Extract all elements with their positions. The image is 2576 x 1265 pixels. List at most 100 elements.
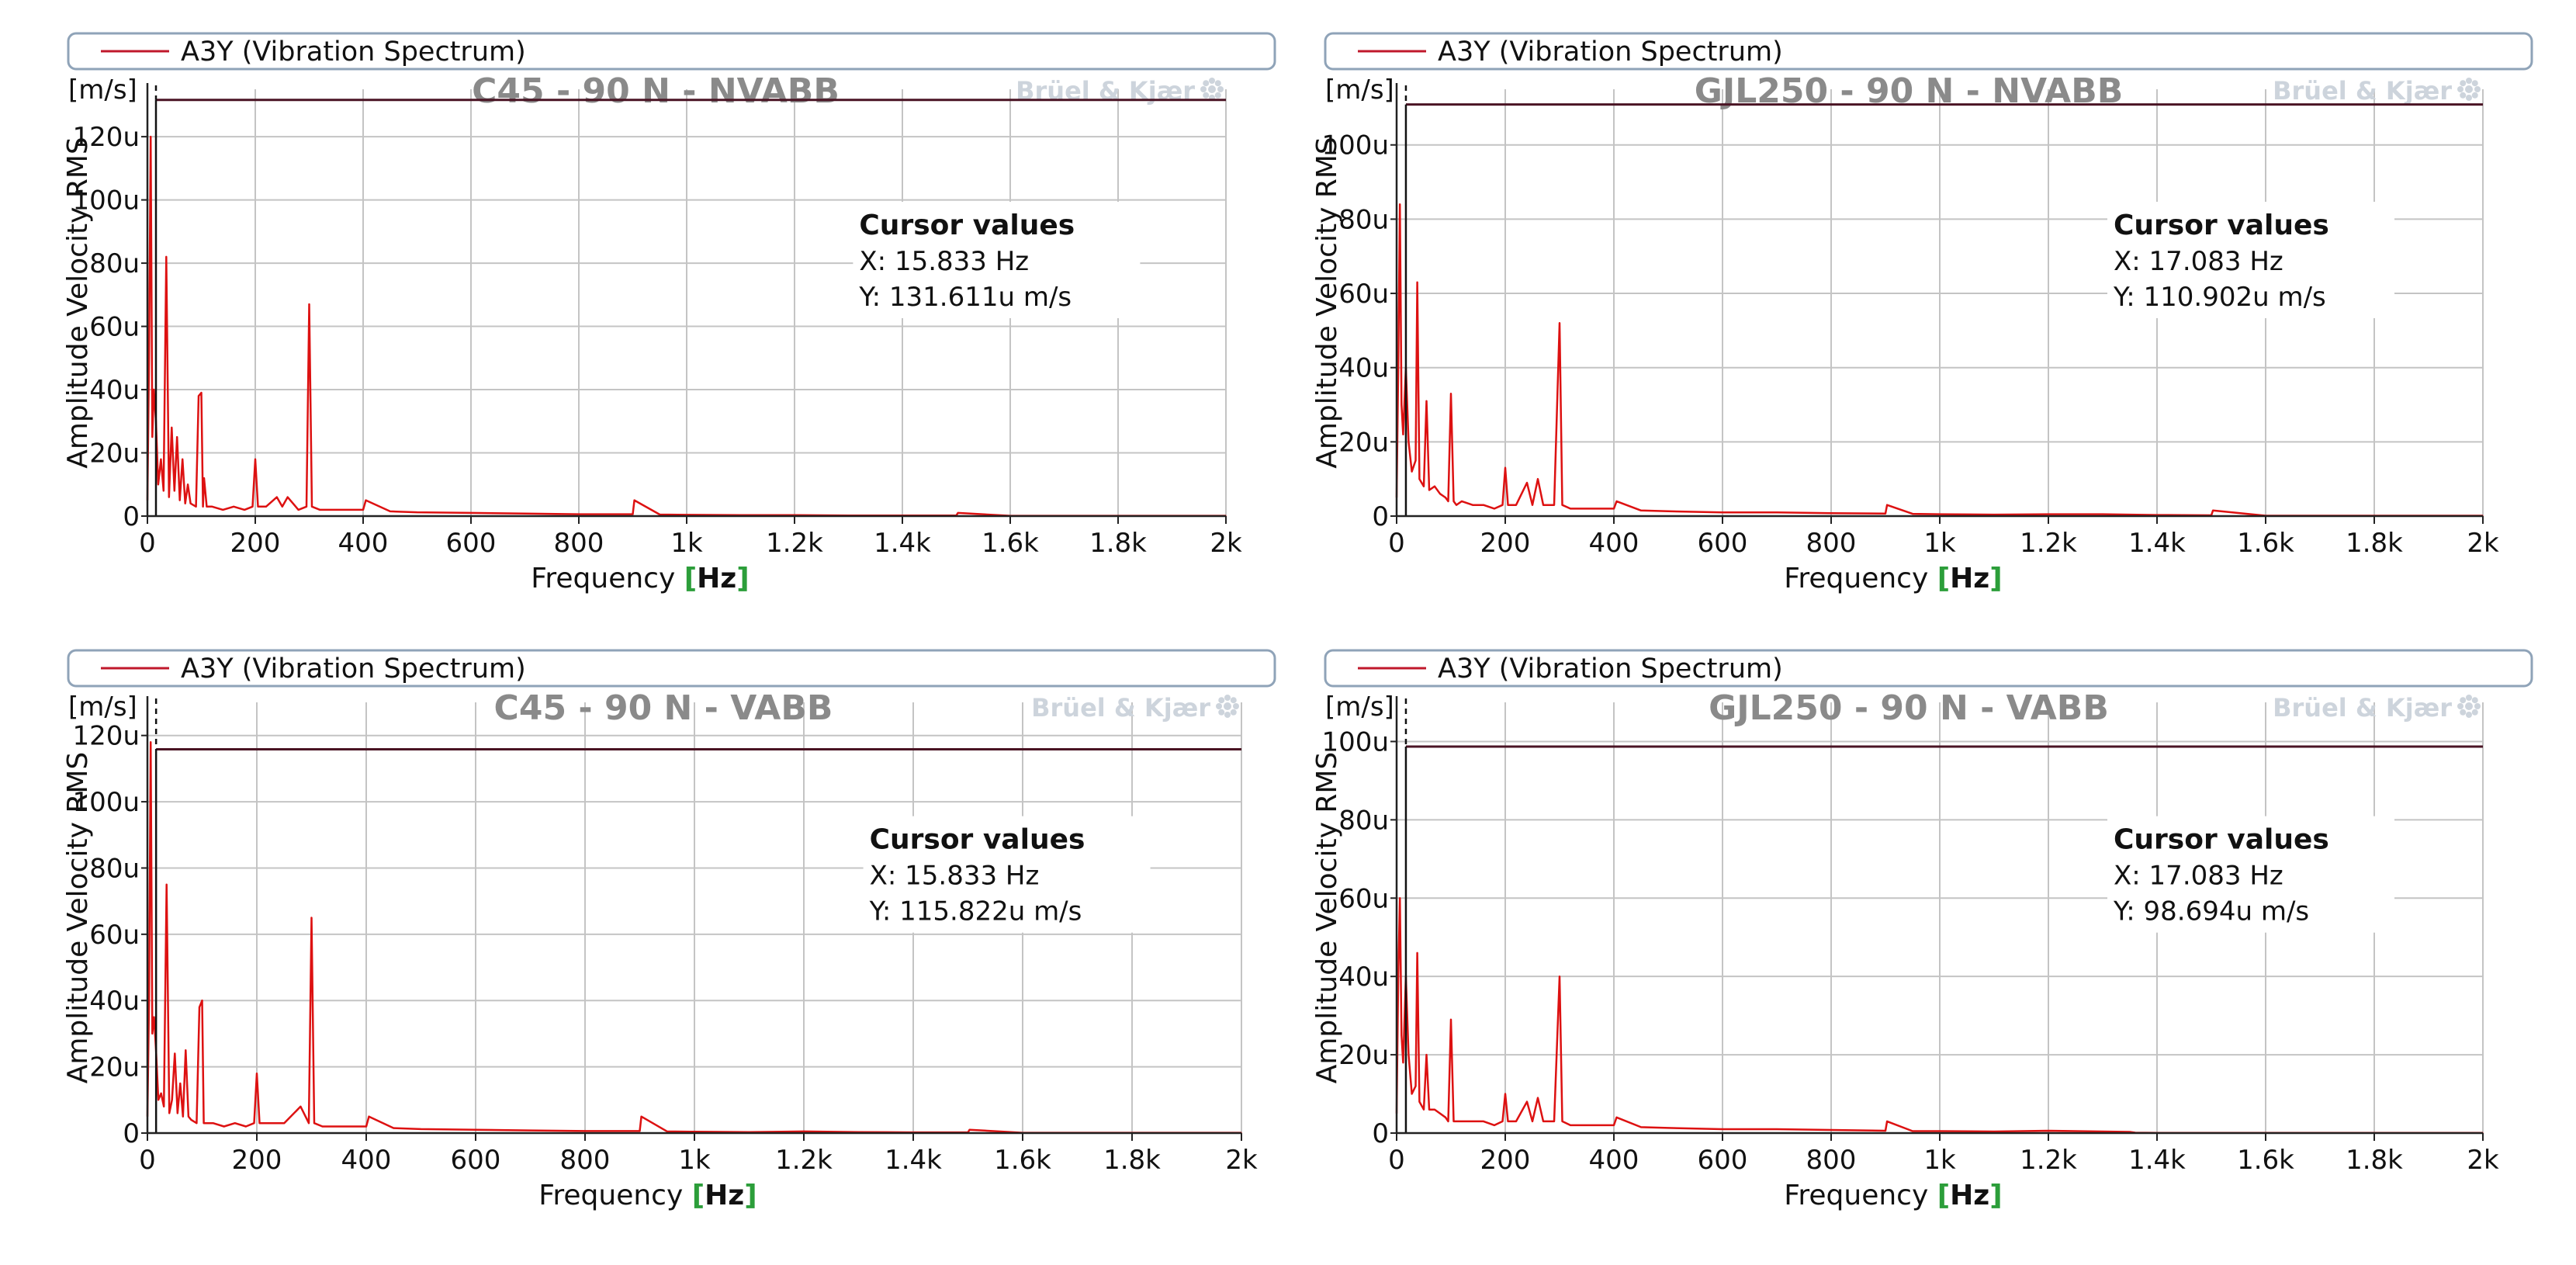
- spectrum-point: [201, 1000, 203, 1001]
- spectrum-point: [584, 1130, 586, 1132]
- spectrum-point: [1640, 1126, 1642, 1128]
- legend-box[interactable]: [1324, 32, 2533, 71]
- legend-label: A3Y (Vibration Spectrum): [1438, 653, 1783, 684]
- spectrum-point: [641, 1116, 642, 1118]
- cursor-y-value: Y: 98.694u m/s: [2113, 896, 2309, 927]
- spectrum-point: [1450, 1019, 1452, 1021]
- brand-logo-center: [1224, 702, 1231, 710]
- x-tick-label: 600: [451, 1145, 501, 1176]
- cursor-values-title: Cursor values: [870, 824, 1085, 856]
- x-axis-title-text: Frequency: [1784, 1180, 1937, 1211]
- spectrum-point: [470, 512, 472, 514]
- spectrum-point: [308, 303, 310, 305]
- spectrum-point: [1939, 1130, 1941, 1132]
- spectrum-point: [1428, 1109, 1430, 1111]
- spectrum-point: [1407, 1054, 1409, 1055]
- brand-logo-dot: [2460, 709, 2467, 716]
- spectrum-point: [206, 506, 208, 508]
- legend[interactable]: A3Y (Vibration Spectrum): [67, 32, 1276, 71]
- x-axis-title: Frequency [Hz]: [538, 1180, 757, 1211]
- y-tick-label: 0: [123, 1118, 140, 1149]
- cursor-values: Cursor values X: 17.083 Hz Y: 110.902u m/s: [2107, 202, 2394, 318]
- x-axis-unit-close: ]: [1989, 563, 2002, 594]
- brand-logo-dot: [2457, 86, 2463, 92]
- x-tick-label: 1.2k: [2020, 528, 2077, 559]
- x-tick-label: 1k: [670, 528, 703, 559]
- cursor-values: Cursor values X: 15.833 Hz Y: 115.822u m/s: [863, 816, 1151, 933]
- cursor-values: Cursor values X: 17.083 Hz Y: 98.694u m/s: [2107, 816, 2394, 933]
- brand-logo-dot: [1209, 78, 1215, 84]
- y-tick-label: 80u: [89, 248, 140, 279]
- spectrum-point: [1434, 1109, 1435, 1111]
- x-tick-label: 800: [1806, 1145, 1857, 1176]
- spectrum-point: [1399, 897, 1401, 899]
- spectrum-point: [179, 500, 181, 501]
- x-axis-unit-close: ]: [736, 563, 749, 594]
- y-tick-label: 20u: [89, 438, 140, 470]
- brand-logo-dot: [2460, 92, 2467, 99]
- spectrum-point: [187, 483, 189, 485]
- brand-logo-dot: [2460, 697, 2467, 704]
- y-tick-label: 60u: [1338, 279, 1389, 310]
- x-tick-label: 200: [1480, 1145, 1531, 1176]
- spectrum-panel-c45-nvabb: A3Y (Vibration Spectrum) [m/s] C45 - 90 N …: [54, 27, 1319, 632]
- spectrum-point: [969, 1129, 971, 1131]
- legend-box[interactable]: [67, 32, 1276, 71]
- brand-logo-dot: [1230, 709, 1237, 716]
- spectrum-point: [298, 509, 299, 511]
- cursor-values-background: [863, 816, 1151, 933]
- legend[interactable]: A3Y (Vibration Spectrum): [1324, 32, 2533, 71]
- spectrum-point: [365, 500, 367, 501]
- legend-label: A3Y (Vibration Spectrum): [181, 36, 526, 68]
- spectrum-point: [203, 1122, 205, 1124]
- cursor-values-title: Cursor values: [2114, 824, 2329, 856]
- y-tick-label: 20u: [89, 1052, 140, 1083]
- spectrum-point: [1472, 504, 1473, 506]
- y-tick-label: 80u: [1338, 805, 1389, 836]
- spectrum-point: [1526, 1101, 1528, 1103]
- legend[interactable]: A3Y (Vibration Spectrum): [1324, 649, 2533, 688]
- brand-logo-dot: [2471, 697, 2478, 704]
- spectrum-chart: A3Y (Vibration Spectrum)[m/s] GJL250 - 90…: [1311, 32, 2533, 594]
- brand-logo-icon: [1216, 695, 1239, 718]
- brand-logo-dot: [1200, 86, 1207, 92]
- y-tick-label: 80u: [1338, 204, 1389, 235]
- legend-box[interactable]: [1324, 649, 2533, 688]
- spectrum-point: [151, 1033, 153, 1035]
- x-tick-label: 1.4k: [885, 1145, 942, 1176]
- x-tick-label: 1.8k: [1089, 528, 1147, 559]
- x-tick-label: 1.8k: [1103, 1145, 1161, 1176]
- spectrum-point: [185, 1049, 186, 1051]
- spectrum-point: [177, 1112, 178, 1114]
- spectrum-point: [1501, 504, 1504, 506]
- spectrum-point: [335, 509, 337, 511]
- x-tick-label: 1k: [1923, 1145, 1956, 1176]
- y-tick-label: 60u: [1338, 883, 1389, 914]
- x-axis-unit-close: ]: [744, 1180, 757, 1211]
- brand-logo-dot: [2474, 86, 2481, 92]
- x-axis-unit: Hz: [1950, 563, 1989, 594]
- cursor-x-value: X: 17.083 Hz: [2114, 861, 2283, 892]
- spectrum-panel-gjl250-vabb: A3Y (Vibration Spectrum) [m/s] GJL250 - 90…: [1311, 644, 2576, 1249]
- x-axis-unit-open: [: [684, 563, 697, 594]
- x-tick-label: 1.2k: [775, 1145, 833, 1176]
- spectrum-point: [1445, 1117, 1446, 1118]
- spectrum-point: [2102, 1131, 2103, 1132]
- spectrum-line: [146, 135, 1226, 517]
- spectrum-point: [365, 1125, 367, 1128]
- spectrum-point: [1830, 1129, 1832, 1131]
- unit-label: [m/s]: [68, 75, 137, 106]
- legend[interactable]: A3Y (Vibration Spectrum): [67, 649, 1276, 688]
- x-tick-label: 800: [554, 528, 604, 559]
- x-tick-label: 600: [1698, 1145, 1748, 1176]
- brand-watermark: Brüel & Kjær: [2273, 76, 2452, 106]
- legend-box[interactable]: [67, 649, 1276, 688]
- y-tick-label: 100u: [73, 185, 140, 217]
- spectrum-point: [1586, 508, 1587, 510]
- spectrum-point: [1504, 1093, 1506, 1095]
- spectrum-point: [299, 1106, 301, 1107]
- brand-logo-dot: [2466, 78, 2472, 84]
- spectrum-point: [1414, 1085, 1417, 1087]
- spectrum-point: [1504, 467, 1506, 469]
- x-tick-label: 1.6k: [994, 1145, 1051, 1176]
